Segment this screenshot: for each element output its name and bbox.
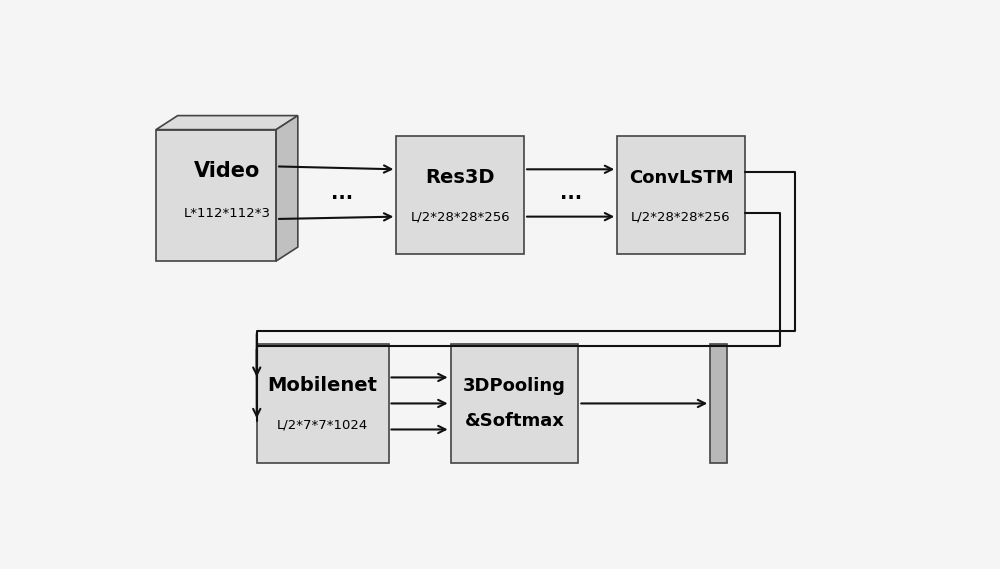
Bar (257, 344, 388, 463)
Text: 3DPooling: 3DPooling (463, 377, 566, 395)
Text: Mobilenet: Mobilenet (268, 377, 378, 395)
Polygon shape (156, 116, 298, 130)
Text: L*112*112*3: L*112*112*3 (183, 207, 270, 220)
Text: L/2*7*7*1024: L/2*7*7*1024 (277, 419, 368, 432)
Bar (617, 136, 745, 254)
Text: L/2*28*28*256: L/2*28*28*256 (631, 211, 731, 224)
Bar (450, 344, 578, 463)
Text: ...: ... (331, 184, 353, 203)
Text: Video: Video (194, 162, 260, 182)
Text: ...: ... (560, 184, 582, 203)
Polygon shape (276, 116, 298, 261)
Text: &Softmax: &Softmax (464, 412, 564, 430)
Text: L/2*28*28*256: L/2*28*28*256 (410, 211, 510, 224)
Bar (396, 136, 524, 254)
Bar (156, 130, 276, 261)
Text: ConvLSTM: ConvLSTM (629, 169, 733, 187)
Bar (710, 344, 727, 463)
Text: Res3D: Res3D (425, 168, 495, 187)
